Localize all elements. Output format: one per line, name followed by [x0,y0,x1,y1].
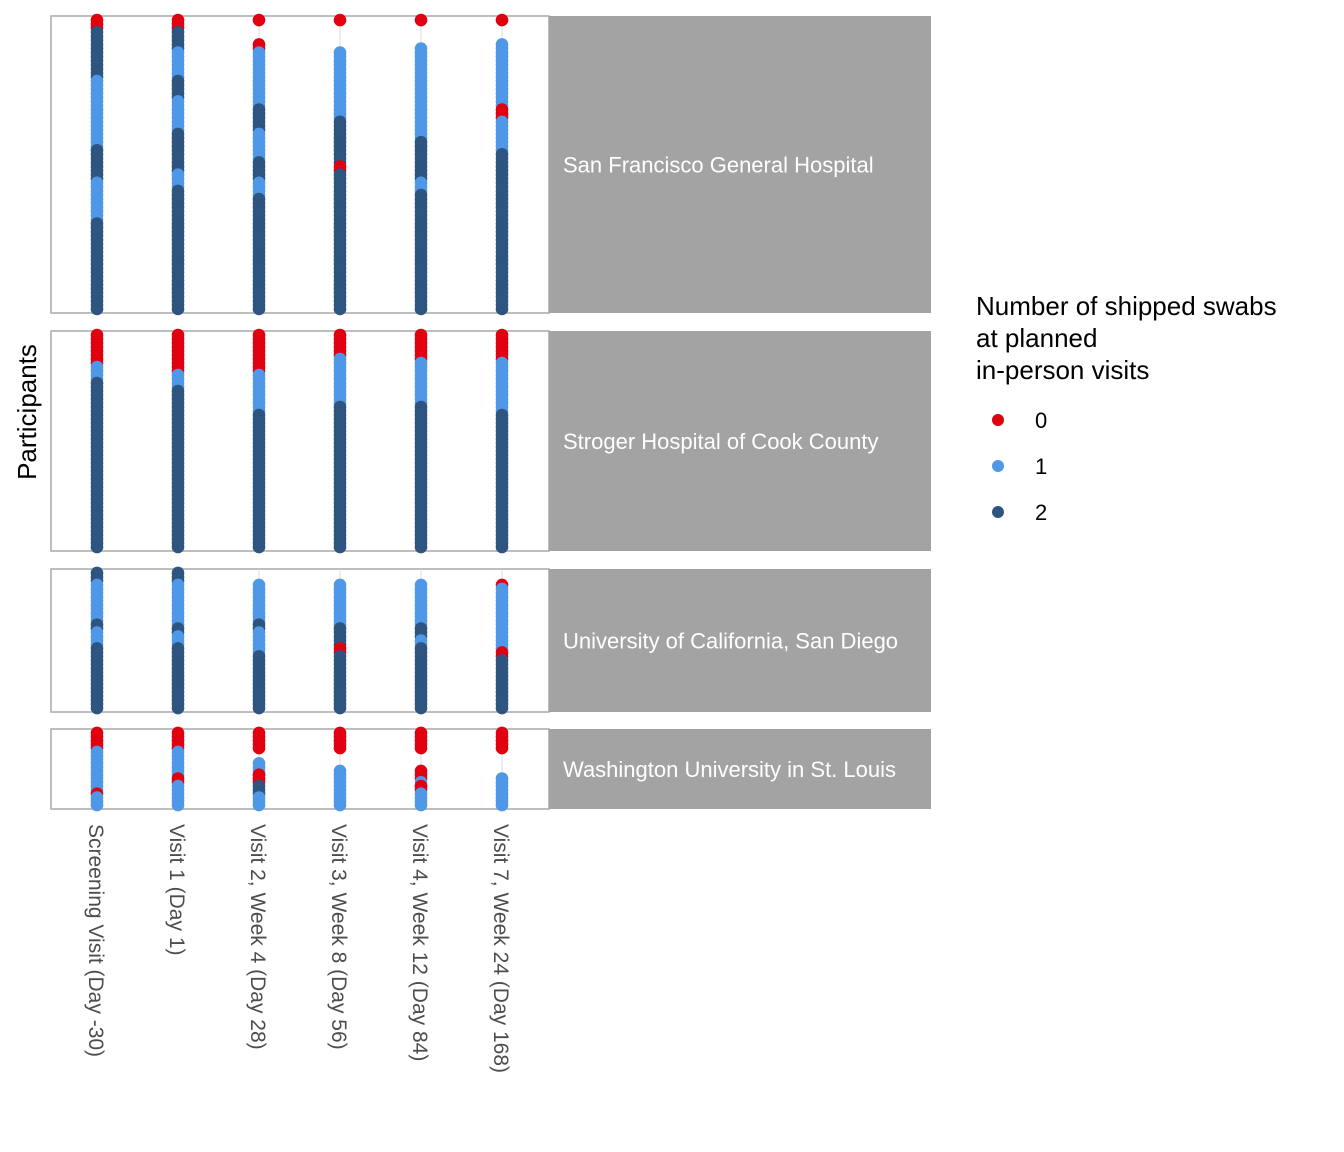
data-point [495,13,509,27]
x-tick-label: Screening Visit (Day -30) [84,824,107,1057]
data-point [495,741,509,755]
facet-panel: Stroger Hospital of Cook County [50,328,931,554]
data-point [414,302,428,316]
data-point [333,302,347,316]
data-point [90,798,104,812]
facet-label: Washington University in St. Louis [563,757,896,782]
panel-frame [50,568,550,713]
data-point [495,302,509,316]
data-point [90,540,104,554]
facet-label: San Francisco General Hospital [563,153,874,178]
data-point [495,701,509,715]
panel-frame [50,15,550,314]
data-point [333,798,347,812]
facet-panel: San Francisco General Hospital [50,13,931,316]
x-tick-label: Visit 2, Week 4 (Day 28) [246,824,269,1050]
x-tick-label: Visit 7, Week 24 (Day 168) [489,824,512,1073]
legend-key [992,460,1004,472]
data-point [414,741,428,755]
facet-strip [549,331,931,551]
data-point [252,13,266,27]
facet-strip [549,729,931,809]
data-point [333,540,347,554]
facet-strip [549,16,931,313]
x-tick-label: Visit 3, Week 8 (Day 56) [327,824,350,1050]
data-point [171,798,185,812]
legend-label: 0 [1035,408,1047,433]
x-tick-label: Visit 4, Week 12 (Day 84) [408,824,431,1061]
data-point [171,540,185,554]
data-point [414,798,428,812]
facet-panel: University of California, San Diego [50,566,931,715]
data-point [414,540,428,554]
panel-frame [50,728,550,810]
data-point [252,302,266,316]
data-point [414,13,428,27]
data-point [90,701,104,715]
legend-label: 2 [1035,500,1047,525]
facet-label: University of California, San Diego [563,629,898,654]
legend-key [992,506,1004,518]
panel-frame [50,330,550,552]
data-point [495,540,509,554]
data-point [252,540,266,554]
data-point [333,13,347,27]
data-point [333,741,347,755]
facet-label: Stroger Hospital of Cook County [563,429,879,454]
y-axis-title: Participants [12,344,42,480]
x-tick-label: Visit 1 (Day 1) [165,824,188,956]
data-point [171,701,185,715]
facet-strip [549,569,931,712]
data-point [495,798,509,812]
facet-panel: Washington University in St. Louis [50,726,931,812]
data-point [333,701,347,715]
legend-key [992,414,1004,426]
facet-panels: San Francisco General Hospital Stroger Ho… [50,13,931,812]
data-point [90,302,104,316]
legend-title: Number of shipped swabs at planned in-pers… [976,291,1277,385]
data-point [414,701,428,715]
data-point [252,741,266,755]
data-point [252,701,266,715]
data-point [171,302,185,316]
legend-label: 1 [1035,454,1047,479]
x-axis: Screening Visit (Day -30) Visit 1 (Day 1)… [84,824,512,1073]
data-point [252,798,266,812]
legend: Number of shipped swabs at planned in-pers… [976,291,1277,525]
